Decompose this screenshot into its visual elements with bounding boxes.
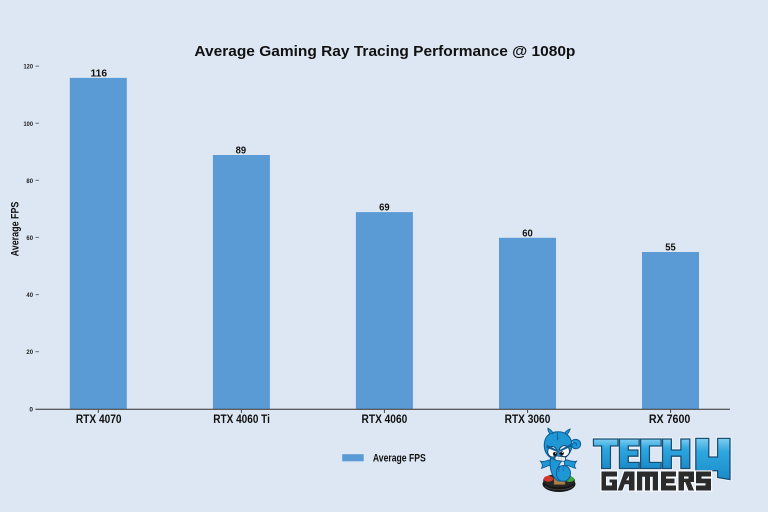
svg-text:69: 69 xyxy=(379,203,390,214)
svg-text:120: 120 xyxy=(24,64,34,71)
svg-text:40: 40 xyxy=(26,292,33,299)
svg-text:0: 0 xyxy=(29,406,33,413)
svg-text:55: 55 xyxy=(665,243,676,254)
svg-text:20: 20 xyxy=(26,349,33,356)
svg-text:116: 116 xyxy=(91,68,108,79)
svg-text:80: 80 xyxy=(26,178,33,185)
svg-text:100: 100 xyxy=(24,121,34,128)
svg-text:89: 89 xyxy=(236,146,247,157)
svg-text:60: 60 xyxy=(522,228,533,239)
svg-text:RX 7600: RX 7600 xyxy=(649,412,691,426)
svg-text:Average FPS: Average FPS xyxy=(373,453,426,465)
svg-text:Average Gaming Ray Tracing Per: Average Gaming Ray Tracing Performance @… xyxy=(194,43,575,60)
svg-text:RTX 4060: RTX 4060 xyxy=(362,412,408,426)
svg-text:RTX 4070: RTX 4070 xyxy=(76,412,122,426)
svg-text:60: 60 xyxy=(26,235,33,242)
svg-text:RTX 3060: RTX 3060 xyxy=(505,412,551,426)
svg-text:Average FPS: Average FPS xyxy=(10,201,22,256)
svg-text:RTX 4060 Ti: RTX 4060 Ti xyxy=(213,412,270,426)
